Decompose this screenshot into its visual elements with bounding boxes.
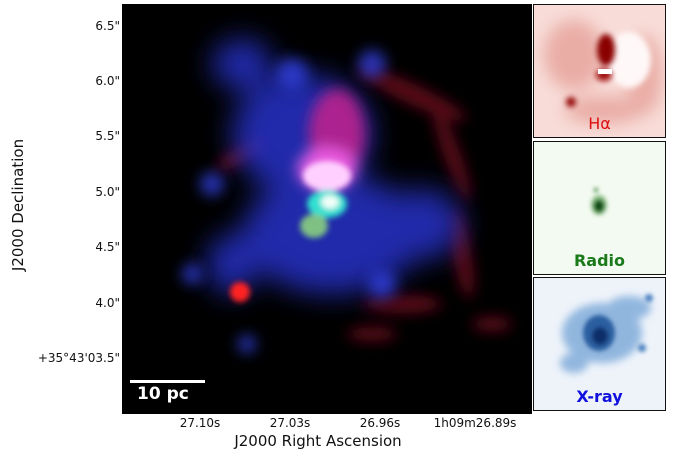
y-tick: 6.5"	[95, 19, 120, 33]
x-axis-label: J2000 Right Ascension	[234, 432, 402, 450]
x-ray-panel: X-ray	[533, 277, 666, 411]
x-tick: 27.03s	[269, 416, 311, 430]
x-ray-label: X-ray	[576, 387, 623, 406]
y-tick: 5.5"	[95, 129, 120, 143]
scale-bar	[130, 380, 205, 383]
y-tick: +35°43'03.5"	[37, 351, 120, 365]
h-alpha-label: Hα	[588, 114, 611, 133]
scale-bar-label: 10 pc	[137, 384, 189, 404]
x-tick: 26.96s	[359, 416, 401, 430]
y-tick: 4.5"	[95, 240, 120, 254]
y-tick: 5.0"	[95, 185, 120, 199]
y-tick: 4.0"	[95, 296, 120, 310]
y-axis-label: J2000 Declination	[9, 138, 27, 272]
radio-label: Radio	[573, 251, 626, 270]
y-tick: 6.0"	[95, 74, 120, 88]
x-tick: 27.10s	[179, 416, 221, 430]
x-tick: 1h09m26.89s	[433, 416, 517, 430]
h-alpha-panel: Hα	[533, 4, 666, 138]
radio-panel: Radio	[533, 141, 666, 275]
composite-image	[122, 4, 532, 414]
